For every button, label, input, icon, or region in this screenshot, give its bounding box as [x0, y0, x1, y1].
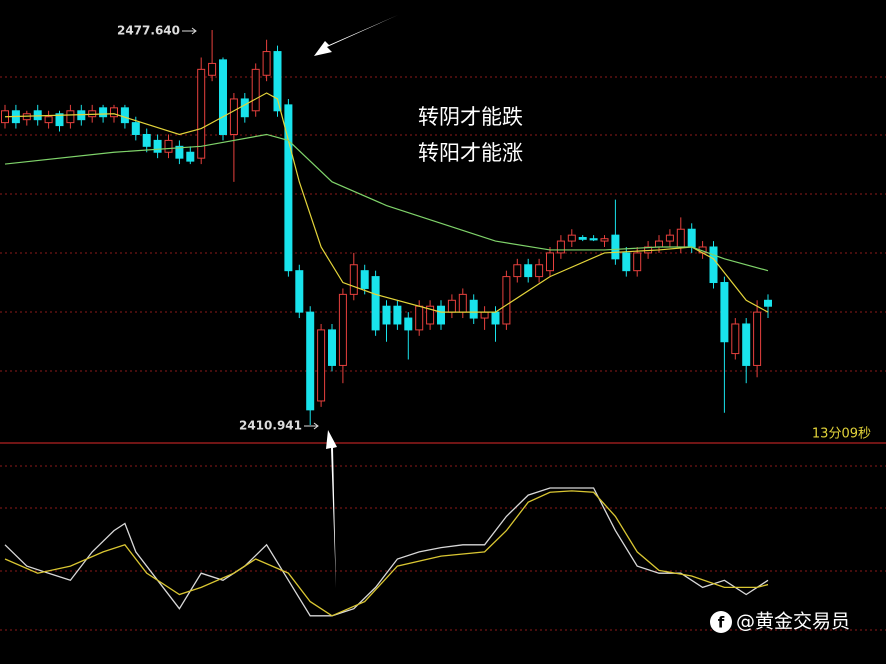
candle-body: [665, 234, 674, 242]
candle-body: [655, 240, 663, 248]
candle-body: [469, 299, 478, 319]
candle-body: [709, 246, 718, 284]
svg-text:f: f: [718, 614, 725, 632]
watermark: @黄金交易员: [736, 611, 850, 633]
candle-body: [66, 110, 75, 124]
candle-body: [480, 311, 489, 319]
candle-body: [556, 240, 565, 254]
candle-body: [251, 68, 260, 112]
oscillator-line: [4, 490, 769, 617]
candle-body: [295, 270, 304, 313]
candle-body: [447, 299, 456, 313]
candle-body: [742, 323, 751, 366]
candle-body: [382, 305, 391, 325]
candle-body: [426, 305, 435, 325]
annotation: 转阴才能跌: [418, 105, 523, 129]
candle-body: [229, 98, 238, 135]
candle-body: [317, 329, 326, 402]
candle-body: [676, 228, 685, 248]
candle-body: [720, 282, 729, 343]
candle-body: [535, 264, 544, 278]
low-label: 2410.941: [239, 419, 302, 433]
candle-body: [349, 264, 358, 295]
candle-body: [110, 107, 118, 118]
high-pointer: [182, 27, 197, 35]
arrow: [314, 15, 398, 56]
candle-body: [502, 276, 511, 325]
candle-body: [284, 104, 293, 272]
candle-body: [611, 234, 620, 260]
candle-body: [197, 68, 206, 159]
candle-body: [437, 305, 445, 325]
candle-body: [262, 51, 271, 76]
candle-body: [55, 113, 64, 127]
moving-average: [4, 133, 769, 272]
candle-body: [273, 51, 282, 112]
candle-body: [513, 264, 522, 278]
candle-body: [415, 305, 424, 331]
candle-body: [175, 145, 184, 159]
candle-body: [524, 264, 533, 278]
low-pointer: [304, 422, 319, 430]
candle-body: [753, 311, 762, 366]
candle-body: [153, 139, 162, 153]
candle-body: [764, 299, 772, 307]
candle-body: [338, 293, 347, 366]
high-label: 2477.640: [117, 24, 180, 38]
candle-body: [44, 116, 53, 124]
arrow: [326, 430, 337, 588]
candle-body: [240, 98, 249, 118]
candle-body: [633, 252, 642, 272]
countdown: 13分09秒: [812, 427, 871, 442]
candle-body: [142, 133, 151, 147]
candle-body: [393, 305, 402, 325]
candle-body: [186, 151, 195, 162]
candle-body: [589, 238, 598, 241]
candle-body: [546, 252, 554, 272]
oscillator-line: [4, 487, 769, 617]
candle-body: [491, 311, 500, 325]
candle-body: [208, 62, 217, 76]
candle-body: [164, 139, 173, 153]
candle-body: [458, 293, 467, 313]
annotation: 转阳才能涨: [418, 141, 523, 165]
candle-body: [360, 270, 369, 289]
candle-body: [131, 122, 140, 135]
candle-body: [578, 237, 587, 240]
candle-body: [306, 311, 315, 411]
candle-body: [120, 107, 129, 124]
candle-body: [731, 323, 740, 355]
candle-body: [219, 59, 227, 135]
candle-body: [404, 317, 413, 331]
candle-body: [371, 276, 380, 331]
candle-body: [600, 238, 609, 242]
candle-body: [567, 234, 576, 242]
candle-body: [99, 107, 108, 118]
candle-body: [687, 228, 696, 248]
watermark-icon: f: [710, 611, 732, 633]
candle-body: [328, 329, 336, 366]
candle-body: [622, 252, 631, 272]
